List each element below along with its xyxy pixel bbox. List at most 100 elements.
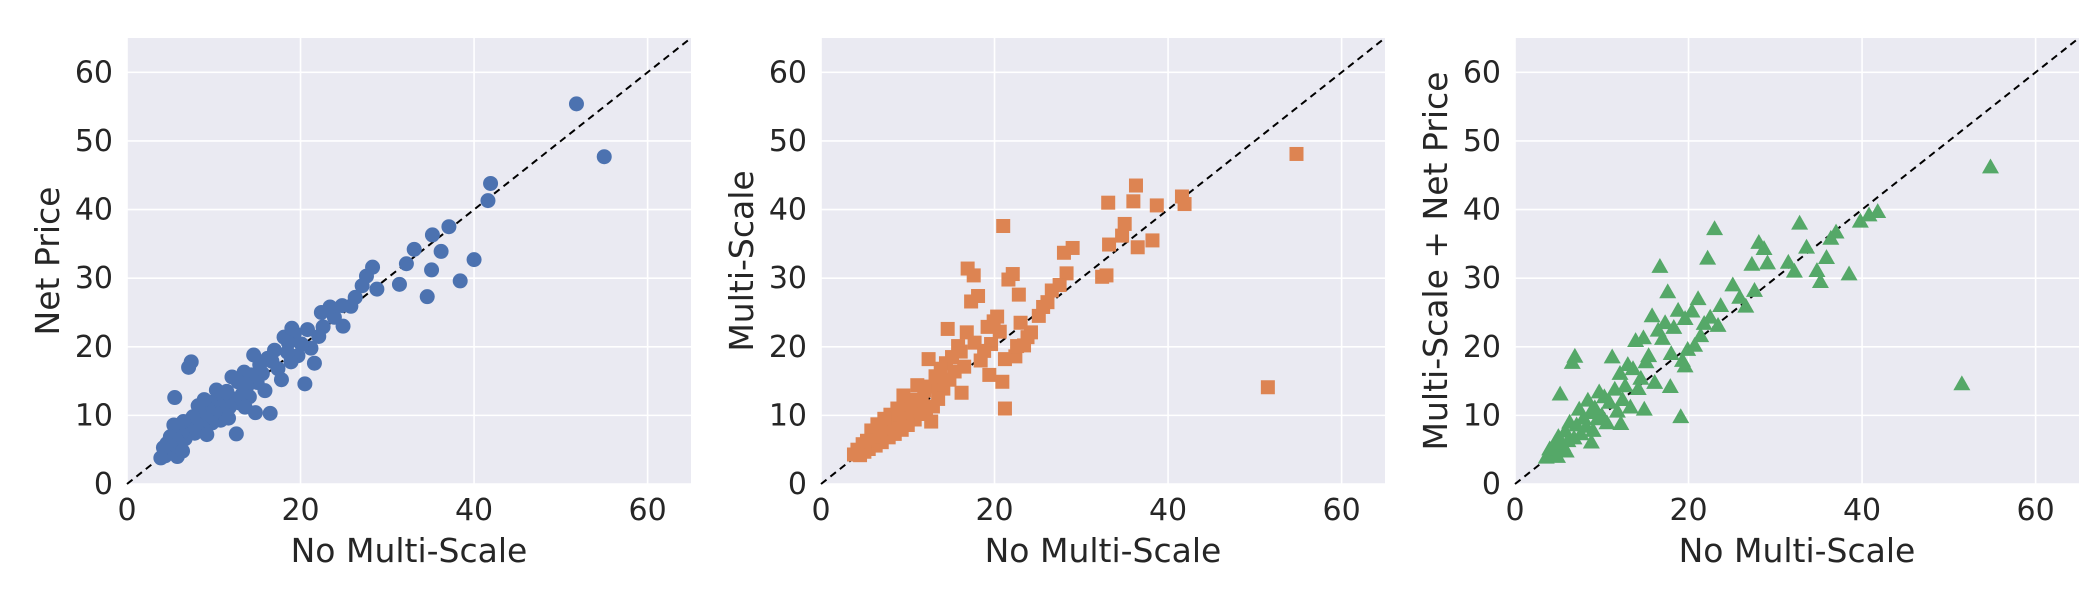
plot-area — [1515, 38, 2079, 484]
data-point-circle — [354, 278, 370, 294]
y-tick-label: 20 — [75, 330, 113, 365]
data-point-square — [1117, 216, 1132, 231]
data-points — [153, 96, 612, 466]
data-point-triangle — [1679, 341, 1697, 356]
data-point-square — [973, 353, 988, 368]
panel-2: 0 20 40 60 0 10 20 30 40 50 60 No Multi-Scale Mul… — [722, 37, 1386, 570]
data-point-circle — [153, 450, 169, 466]
data-point-triangle — [1689, 290, 1707, 306]
data-point-square — [1059, 266, 1074, 281]
x-axis-label: No Multi-Scale — [1679, 531, 1916, 570]
y-tick-labels: 0 10 20 30 40 50 60 — [75, 55, 113, 502]
data-point-triangle — [1699, 249, 1717, 265]
x-tick-label: 0 — [811, 493, 830, 528]
x-axis-label: No Multi-Scale — [291, 531, 528, 570]
data-point-triangle — [1651, 257, 1669, 273]
data-point-square — [997, 401, 1012, 416]
x-axis-label: No Multi-Scale — [985, 531, 1222, 570]
data-point-triangle — [1811, 273, 1829, 288]
y-tick-labels: 0 10 20 30 40 50 60 — [769, 55, 807, 502]
data-point-circle — [480, 193, 496, 209]
data-point-triangle — [1614, 391, 1632, 406]
data-point-triangle — [1731, 288, 1749, 304]
data-point-triangle — [1643, 307, 1661, 323]
data-point-square — [1056, 245, 1071, 260]
y-tick-label: 40 — [75, 193, 113, 228]
data-point-circle — [221, 410, 237, 426]
data-point-triangle — [1709, 316, 1727, 332]
data-point-triangle — [1695, 314, 1713, 330]
data-point-circle — [299, 322, 315, 338]
data-point-circle — [466, 252, 482, 268]
data-point-triangle — [1557, 442, 1575, 458]
data-point-square — [1010, 339, 1025, 354]
data-point-triangle — [1669, 301, 1687, 317]
grid — [1514, 38, 2079, 485]
data-point-square — [980, 319, 995, 334]
data-point-square — [1102, 237, 1117, 252]
data-point-circle — [199, 427, 215, 443]
data-point-circle — [167, 390, 183, 406]
y-tick-label: 0 — [788, 467, 807, 502]
data-point-square — [1149, 198, 1164, 213]
data-point-circle — [284, 320, 300, 336]
data-point-square — [960, 261, 975, 276]
data-point-circle — [483, 175, 499, 191]
y-tick-label: 20 — [769, 330, 807, 365]
data-point-square — [924, 414, 939, 429]
data-point-triangle — [1603, 348, 1621, 364]
data-point-circle — [306, 355, 322, 371]
panel-1: 0 20 40 60 0 10 20 30 40 50 60 No Multi-Scale Net… — [28, 37, 692, 570]
data-point-square — [846, 447, 861, 462]
data-point-triangle — [1611, 365, 1629, 380]
data-point-triangle — [1579, 391, 1597, 407]
data-point-circle — [433, 243, 449, 259]
x-tick-label: 20 — [1669, 493, 1707, 528]
data-point-circle — [175, 443, 191, 459]
data-point-triangle — [1791, 214, 1809, 230]
y-axis-label: Net Price — [28, 187, 67, 336]
data-point-triangle — [1570, 400, 1588, 416]
data-point-triangle — [1612, 415, 1630, 430]
data-point-triangle — [1551, 385, 1569, 401]
data-point-square — [1289, 146, 1304, 161]
x-tick-label: 0 — [117, 493, 136, 528]
data-points — [1537, 158, 1999, 464]
data-point-triangle — [1629, 380, 1647, 395]
data-point-triangle — [1869, 203, 1887, 218]
data-point-triangle — [1743, 255, 1761, 271]
data-point-circle — [246, 347, 262, 363]
data-point-circle — [596, 149, 612, 165]
data-point-triangle — [1606, 380, 1624, 396]
data-point-triangle — [1981, 158, 1999, 174]
x-tick-label: 60 — [2017, 493, 2055, 528]
data-point-triangle — [1665, 319, 1683, 334]
data-point-triangle — [1808, 262, 1826, 277]
data-point-circle — [311, 328, 327, 344]
data-point-triangle — [1616, 377, 1634, 393]
x-tick-label: 40 — [1149, 493, 1187, 528]
data-point-triangle — [1619, 356, 1637, 371]
data-point-triangle — [1860, 206, 1878, 222]
y-tick-label: 20 — [1463, 330, 1501, 365]
y-tick-label: 30 — [75, 261, 113, 296]
data-point-square — [1001, 272, 1016, 287]
data-point-triangle — [1654, 330, 1672, 345]
data-point-square — [1011, 287, 1026, 302]
data-point-circle — [406, 241, 422, 257]
y-tick-label: 60 — [1463, 55, 1501, 90]
x-tick-label: 40 — [455, 493, 493, 528]
y-tick-label: 10 — [1463, 398, 1501, 433]
x-tick-label: 0 — [1505, 493, 1524, 528]
data-point-square — [1260, 380, 1275, 395]
x-tick-label: 20 — [975, 493, 1013, 528]
data-point-square — [964, 294, 979, 309]
data-point-square — [1031, 308, 1046, 323]
data-point-circle — [568, 96, 584, 112]
data-point-circle — [398, 256, 414, 272]
data-point-square — [951, 339, 966, 354]
data-point-square — [921, 352, 936, 367]
y-tick-label: 0 — [1482, 467, 1501, 502]
data-point-square — [940, 321, 955, 336]
data-point-triangle — [1953, 375, 1971, 391]
